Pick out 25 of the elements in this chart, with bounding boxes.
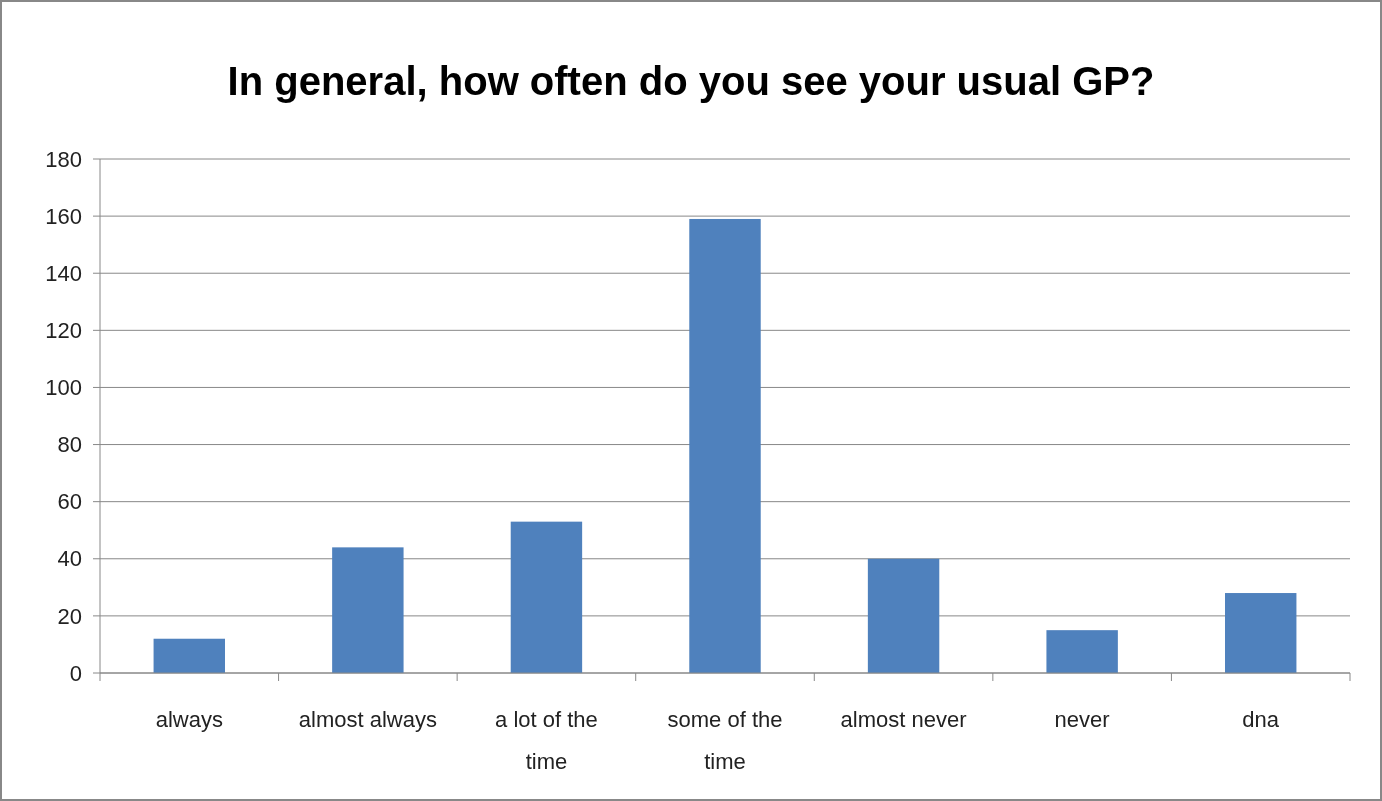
y-tick-label: 80	[57, 432, 82, 458]
x-tick-label: some of the time	[667, 707, 783, 774]
y-tick-label: 60	[57, 489, 82, 515]
y-tick-label: 180	[45, 146, 82, 172]
bar	[867, 558, 940, 673]
y-tick-label: 160	[45, 203, 82, 229]
x-tick-label: always	[155, 707, 223, 732]
x-tick-label: almost always	[298, 707, 437, 732]
x-tick-label: a lot of the time	[495, 707, 598, 774]
y-tick-label: 0	[69, 660, 82, 686]
y-tick-label: 120	[45, 318, 82, 344]
chart-title: In general, how often do you see your usual GP?	[227, 59, 1155, 103]
bar	[153, 638, 225, 673]
bar	[510, 521, 583, 673]
x-tick-label: almost never	[840, 707, 967, 732]
x-tick-label: never	[1054, 707, 1110, 732]
y-tick-label: 140	[45, 260, 82, 286]
x-tick-label: dna	[1242, 707, 1280, 732]
y-tick-label: 20	[57, 603, 82, 629]
y-tick-label: 100	[45, 375, 82, 401]
bar	[332, 547, 404, 673]
y-tick-label: 40	[57, 546, 82, 572]
bar	[1225, 593, 1297, 673]
bar	[1046, 630, 1118, 673]
bar	[689, 218, 761, 673]
